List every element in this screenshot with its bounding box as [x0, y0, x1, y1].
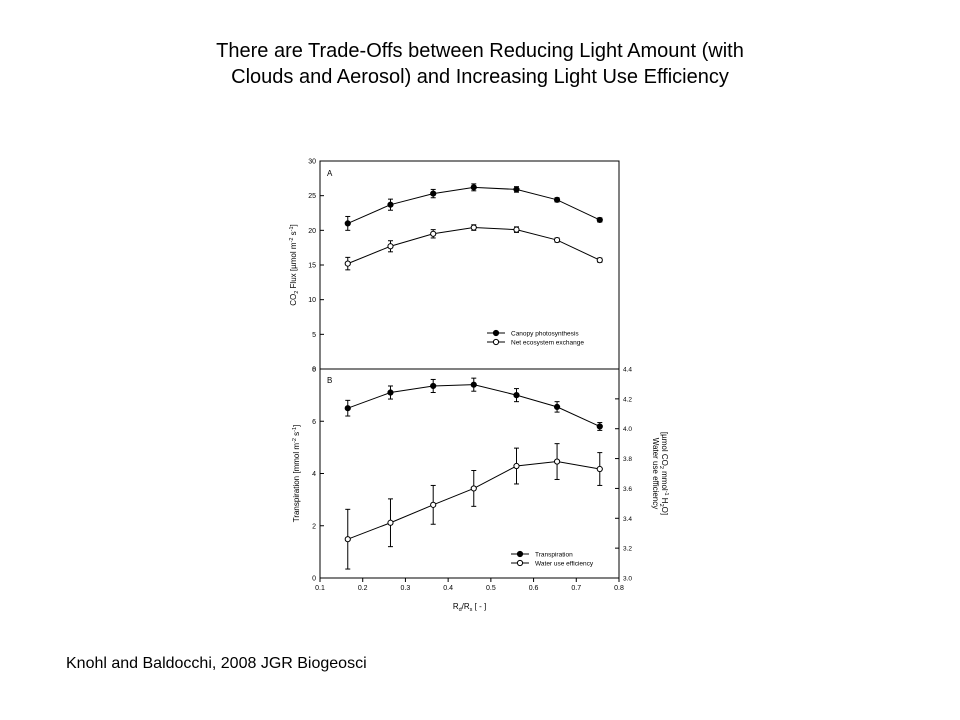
panel-b-water-use-efficiency-point	[430, 501, 437, 508]
panel-b-transpiration-point	[387, 389, 394, 396]
panel-a-legend-label: Net ecosystem exchange	[511, 340, 584, 347]
panel-a-canopy-photosynthesis-point	[387, 201, 394, 208]
panel-a-net-ecosystem-exchange-point	[470, 224, 477, 231]
x-tick-label: 0.3	[401, 585, 411, 592]
panel-a-canopy-photosynthesis-line	[347, 186, 600, 224]
panel-a-net-ecosystem-exchange-point	[387, 243, 394, 250]
panel-a-legend-marker	[492, 329, 500, 337]
panel-b-transpiration-point	[596, 423, 603, 430]
panel-a-legend-label: Canopy photosynthesis	[511, 331, 579, 338]
panel-b-left-y-tick-label: 8	[312, 367, 316, 374]
panel-b-left-y-tick-label: 2	[312, 523, 316, 530]
panel-b-transpiration-point	[513, 392, 520, 399]
panel-b-right-y-tick-label: 3.6	[623, 486, 632, 493]
panel-b-label: B	[327, 376, 332, 385]
panel-b-left-y-tick-label: 6	[312, 419, 316, 426]
panel-b-water-use-efficiency-point	[596, 465, 603, 473]
panel-b-legend-marker	[516, 559, 524, 567]
panel-b-frame	[319, 368, 620, 579]
panel-a-net-ecosystem-exchange-point	[596, 257, 603, 264]
panel-a-y-tick-label: 30	[308, 159, 316, 166]
panel-b-water-use-efficiency-point	[387, 519, 394, 526]
panel-a-canopy-photosynthesis-point	[344, 220, 351, 227]
panel-a-y-tick-label: 10	[308, 297, 316, 304]
panel-a-y-tick-label: 0	[312, 367, 316, 374]
panel-b-left-y-axis-label: Transpiration [mmol m-2 s-1]	[292, 425, 301, 523]
panel-a-frame	[319, 160, 620, 370]
x-tick-label: 0.2	[358, 585, 368, 592]
panel-a-net-ecosystem-exchange-line	[347, 227, 600, 265]
panel-b-left-y-tick-label: 0	[312, 576, 316, 583]
panel-a-canopy-photosynthesis-point	[470, 184, 477, 191]
panel-b-right-y-tick-label: 3.2	[623, 546, 632, 553]
x-tick-label: 0.8	[614, 585, 624, 592]
panel-b-legend-marker	[516, 550, 524, 558]
panel-b-right-y-tick-label: 4.2	[623, 396, 632, 403]
panel-a-y-tick-label: 25	[308, 193, 316, 200]
slide-title-line-1: There are Trade-Offs between Reducing Li…	[216, 40, 744, 62]
x-tick-label: 0.7	[571, 585, 581, 592]
panel-b-left-y-tick-label: 4	[312, 471, 316, 478]
panel-a-net-ecosystem-exchange-point	[513, 226, 520, 233]
panel-a-y-axis-label: CO2 Flux [µmol m-2 s-1]	[289, 224, 300, 305]
panel-a-net-ecosystem-exchange-point	[344, 260, 351, 267]
panel-a-canopy-photosynthesis-point	[553, 196, 561, 203]
panel-b-legend-label: Transpiration	[535, 552, 573, 559]
panel-a-y-tick-label: 20	[308, 228, 316, 235]
x-tick-label: 0.1	[315, 585, 325, 592]
panel-b-transpiration-point	[344, 405, 351, 412]
panel-a-canopy-photosynthesis-point	[430, 190, 437, 197]
panel-a-legend-marker	[492, 338, 500, 346]
panel-a-y-tick-label: 15	[308, 263, 316, 270]
panel-a-label: A	[327, 169, 333, 178]
panel-b-transpiration-point	[430, 382, 437, 390]
panel-b-legend-label: Water use efficiency	[535, 561, 594, 568]
panel-a-canopy-photosynthesis-point	[513, 186, 520, 193]
slide-title-line-2: Clouds and Aerosol) and Increasing Light…	[231, 66, 729, 88]
x-tick-label: 0.4	[443, 585, 453, 592]
panel-b-right-y-tick-label: 3.8	[623, 456, 632, 463]
citation: Knohl and Baldocchi, 2008 JGR Biogeosci	[66, 655, 367, 672]
slide-title: There are Trade-Offs between Reducing Li…	[0, 38, 960, 90]
panel-b-water-use-efficiency-point	[513, 462, 520, 470]
panel-b-right-y-tick-label: 3.0	[623, 576, 632, 583]
panel-a-canopy-photosynthesis-point	[596, 216, 603, 224]
x-tick-label: 0.6	[529, 585, 539, 592]
panel-b-water-use-efficiency-point	[344, 536, 351, 543]
x-tick-label: 0.5	[486, 585, 496, 592]
panel-b-right-y-axis-label-line1: Water use efficiency	[651, 438, 660, 510]
panel-b-transpiration-point	[553, 403, 561, 410]
panel-b-water-use-efficiency-point	[553, 458, 561, 465]
panel-b-right-y-tick-label: 4.0	[623, 426, 632, 433]
x-axis-label: Rd/Rs [ - ]	[453, 602, 486, 613]
panel-b-right-y-axis-label-line2: [µmol CO2 mmol-1 H2O]	[658, 432, 669, 515]
panel-a-net-ecosystem-exchange-point	[553, 236, 561, 244]
panel-b-water-use-efficiency-point	[470, 485, 477, 492]
panel-b-right-y-tick-label: 3.4	[623, 516, 632, 523]
panel-b-transpiration-point	[470, 381, 477, 388]
panel-a-net-ecosystem-exchange-point	[430, 230, 437, 237]
panel-a-y-tick-label: 5	[312, 332, 316, 339]
panel-b-right-y-tick-label: 4.4	[623, 367, 632, 374]
